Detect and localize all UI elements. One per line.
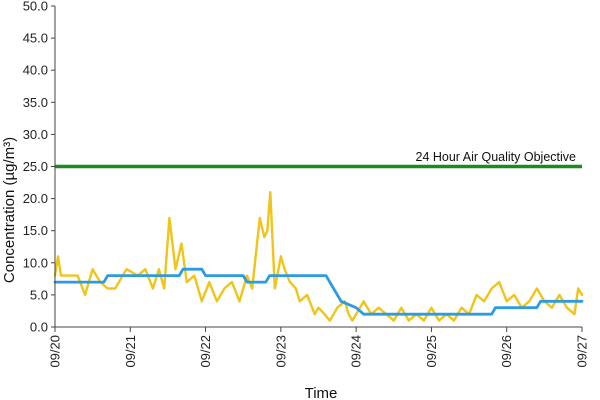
y-tick-label: 20.0 [23,191,48,206]
x-axis: 09/20 09/21 09/22 09/23 09/24 09/25 09/26 09/27 [48,327,590,368]
y-tick-label: 0.0 [30,320,48,335]
x-tick-label: 09/23 [273,335,288,368]
annotation-air-quality-objective: 24 Hour Air Quality Objective [416,150,577,164]
y-tick-label: 15.0 [23,223,48,238]
x-tick-label: 09/27 [575,335,590,368]
y-tick-label: 10.0 [23,255,48,270]
x-tick-label: 09/25 [424,335,439,368]
series-layer [53,164,584,322]
series-line-hourly [53,190,584,322]
y-tick-label: 30.0 [23,127,48,142]
y-tick-label: 40.0 [23,63,48,78]
y-tick-label: 50.0 [23,0,48,14]
x-tick-label: 09/20 [48,335,63,368]
y-tick-label: 45.0 [23,31,48,46]
x-tick-label: 09/21 [123,335,138,368]
x-tick-label: 09/22 [198,335,213,368]
x-tick-label: 09/24 [349,335,364,368]
y-tick-label: 35.0 [23,95,48,110]
y-axis: 0.0 5.0 10.0 15.0 20.0 25.0 30.0 35.0 40.0 45.0 50… [23,0,55,335]
series-line-average [53,267,584,316]
x-axis-title: Time [305,385,338,400]
y-tick-label: 5.0 [30,287,48,302]
y-axis-title: Concentration (µg/m³) [1,137,18,283]
x-tick-label: 09/26 [499,335,514,368]
y-tick-label: 25.0 [23,159,48,174]
